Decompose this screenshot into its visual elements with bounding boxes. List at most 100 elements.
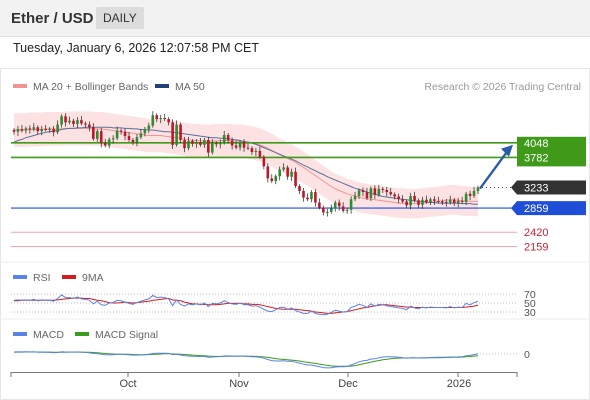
candle-body [123,131,127,137]
candle-body [325,211,329,213]
rsi-ma-line [14,297,479,314]
candle-body [306,197,309,200]
candle-body [167,119,170,123]
candle-body [111,138,115,140]
candle-body [254,150,258,153]
macd-tick-label: 0 [524,349,530,361]
candle-body [353,195,357,200]
rsi-level-label: 70 [524,289,536,301]
candle-body [119,130,123,132]
candle-body [401,199,404,202]
candle-body [60,116,63,125]
candle-body [92,127,95,139]
candle-body [310,192,313,200]
projection-arrow [479,151,508,190]
candle-body [179,124,182,140]
candle-body [151,115,155,126]
candle-body [155,115,159,120]
candle-body [68,120,71,123]
candle-body [28,128,32,130]
candle-body [163,117,167,120]
candle-body [429,199,432,202]
candle-body [381,188,385,190]
resistance-label-2: 3782 [524,152,548,164]
candle-body [444,201,448,203]
timestamp: Tuesday, January 6, 2026 12:07:58 PM CET [13,41,259,55]
candle-body [421,199,424,205]
candle-body [373,188,377,195]
candle-body [329,208,333,212]
candle-body [393,194,397,197]
time-axis-label: Oct [119,378,136,390]
candle-body [377,188,381,195]
candle-body [274,176,278,182]
candle-body [99,131,103,144]
rsi-line [13,294,479,316]
chart-header: Ether / USD DAILY [0,0,590,37]
macd-line [13,351,479,369]
candle-body [135,137,139,143]
candle-body [230,140,234,146]
candle-body [433,199,436,201]
candle-body [203,139,206,145]
candle-body [64,116,67,123]
candle-body [131,139,135,143]
rsi-legend-swatch [13,275,27,279]
candle-body [95,131,99,139]
candle-body [210,143,214,153]
candle-body [32,127,36,130]
candle-body [397,196,400,200]
candle-body [318,202,321,208]
candle-body [147,125,151,129]
target-label-2: 2159 [524,242,548,254]
candle-body [389,192,393,195]
candle-body [56,124,59,133]
candle-body [76,120,79,125]
time-axis-label: Nov [229,378,249,390]
candle-body [20,128,24,131]
candle-body [333,202,337,209]
candle-body [187,141,190,149]
candle-body [199,142,202,145]
candle-body [88,124,91,128]
candle-body [361,190,365,193]
candle-body [238,142,242,148]
candle-body [448,199,452,203]
time-axis-label: Dec [338,378,358,390]
candle-body [234,145,238,148]
candle-body [278,169,282,177]
candle-body [159,117,163,120]
macd-legend-label: MACD [33,329,64,341]
rsi-ma-legend-swatch [62,275,76,279]
ma50-line [13,126,478,205]
candle-body [302,191,305,198]
candle-body [139,133,143,138]
candle-body [262,156,266,167]
candle-body [222,134,226,143]
candle-body [405,201,408,206]
candle-body [143,128,147,134]
candle-body [294,171,297,187]
candle-body [409,195,412,206]
candle-body [464,193,468,202]
candle-body [127,136,131,140]
candle-body [286,167,289,177]
candle-body [195,142,198,144]
bb-legend-label: MA 20 + Bollinger Bands [33,81,148,93]
rsi-level-label: 50 [524,298,536,310]
timeframe-button[interactable]: DAILY [96,7,144,29]
candle-body [385,189,389,193]
credit-label: Research © 2026 Trading Central [424,81,581,93]
candle-body [171,122,174,145]
support-box [511,201,586,216]
rsi-ma-legend-label: 9MA [82,272,104,284]
projection-arrowhead [501,144,513,157]
candle-body [12,130,16,132]
candle-body [16,128,20,132]
candle-body [214,143,218,145]
candle-body [365,192,369,199]
candle-body [417,200,420,205]
candle-body [337,202,341,207]
